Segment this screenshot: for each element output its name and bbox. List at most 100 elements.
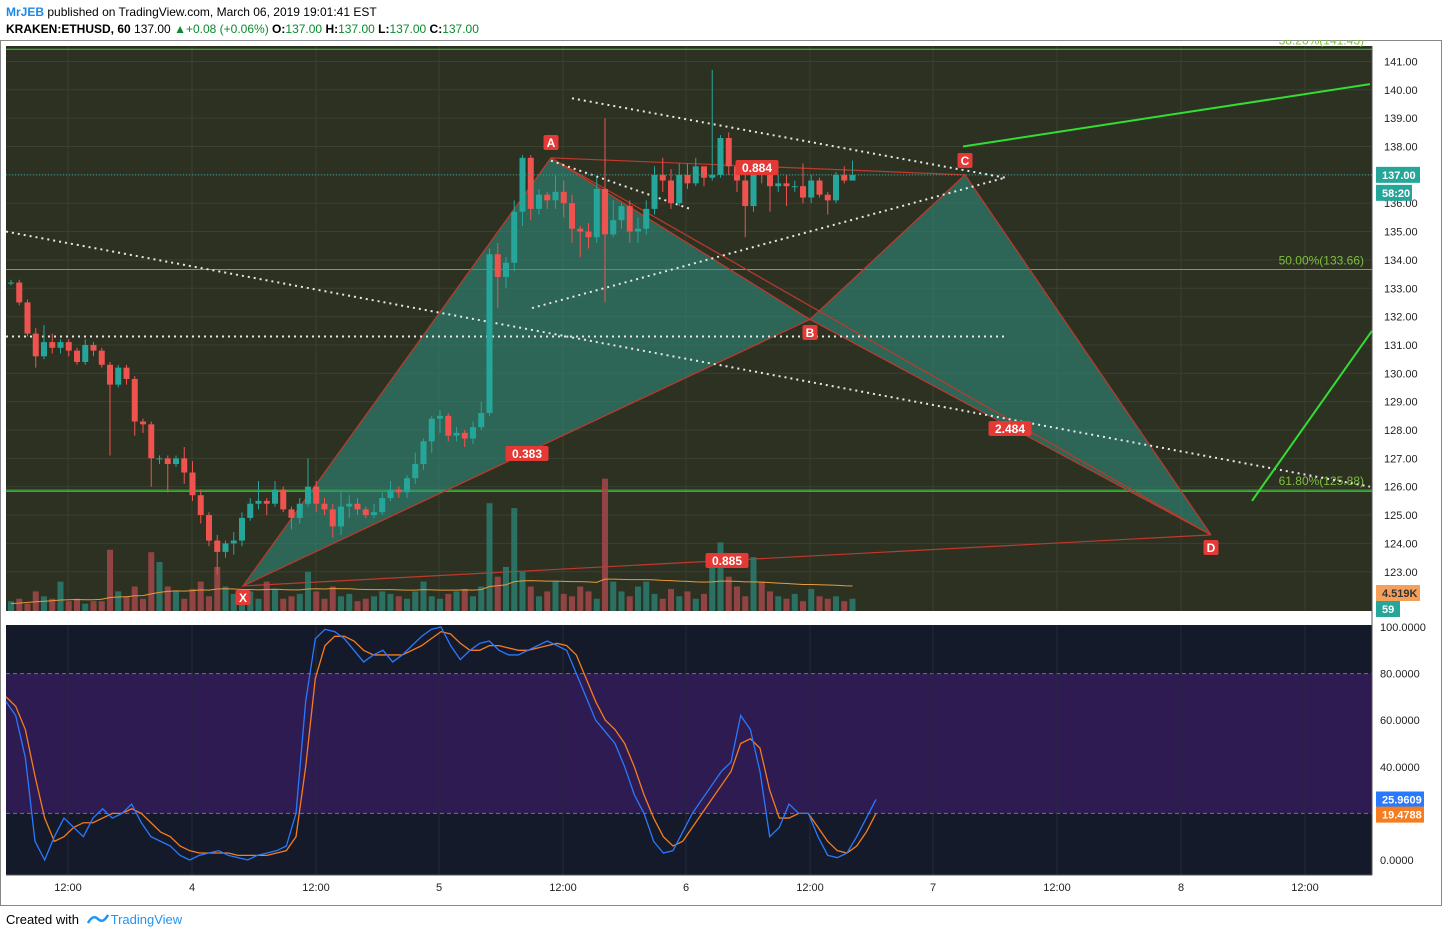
- candle-body: [24, 302, 31, 334]
- time-tick-label: 12:00: [796, 882, 824, 894]
- pattern-point-c: C: [961, 154, 970, 168]
- candle-body: [593, 189, 600, 238]
- candle-body: [321, 503, 328, 510]
- pattern-ratio-label: 2.484: [995, 422, 1025, 436]
- candle-body: [849, 174, 856, 181]
- volume-bar: [692, 598, 699, 611]
- volume-bar: [610, 581, 617, 611]
- candle-body: [569, 203, 575, 229]
- volume-bar: [684, 591, 691, 611]
- volume-bar: [24, 603, 31, 611]
- pattern-point-c-tag: [957, 153, 973, 168]
- candle-body: [494, 254, 501, 277]
- volume-bar: [519, 571, 526, 611]
- tradingview-brand[interactable]: TradingView: [110, 912, 183, 927]
- volume-bar: [148, 552, 155, 611]
- volume-bar: [486, 503, 493, 611]
- volume-bar: [255, 598, 262, 611]
- volume-bar: [709, 562, 716, 611]
- candle-body: [478, 412, 485, 428]
- chart-canvas[interactable]: 141.00 140.00 139.00 138.00 137.00 136.00 135.…: [0, 40, 1442, 906]
- volume-bar: [16, 598, 23, 611]
- oscillator-band: [6, 673, 1372, 814]
- candle-body: [296, 503, 303, 518]
- volume-bar: [791, 593, 798, 611]
- volume-bar: [98, 601, 105, 611]
- candle-body: [395, 489, 402, 493]
- price-tick-label: 124.00: [1384, 538, 1418, 550]
- volume-bar: [272, 588, 278, 611]
- candle-body: [329, 509, 336, 527]
- volume-bar: [387, 593, 394, 611]
- author-name[interactable]: MrJEB: [6, 5, 45, 19]
- candle-body: [709, 174, 716, 178]
- volume-bar: [57, 581, 64, 611]
- candle-body: [90, 344, 97, 351]
- volume-bar: [544, 591, 551, 611]
- volume-ma-line: [10, 578, 853, 605]
- countdown-tag-bg: [1376, 184, 1412, 201]
- volume-bar: [346, 593, 353, 611]
- candle-body: [692, 166, 699, 184]
- pattern-ratio-label-tag: [705, 553, 749, 568]
- fib-level-label: 50.00%(133.66): [1279, 254, 1364, 268]
- candle-body: [503, 262, 509, 277]
- tradingview-logo-icon[interactable]: [86, 913, 109, 928]
- oscillator-tick-label: 0.0000: [1380, 855, 1414, 867]
- candle-body: [428, 418, 435, 442]
- volume-bar: [263, 581, 270, 611]
- stoch-k-tag-bg: [1376, 791, 1424, 808]
- candle-body: [197, 495, 204, 516]
- volume-bar: [461, 588, 468, 611]
- volume-bar: [494, 576, 501, 611]
- volume-bar: [41, 596, 47, 611]
- candle-body: [659, 174, 666, 181]
- candle-body: [841, 174, 848, 181]
- fib-level-label: 38.20%(141.43): [1279, 40, 1364, 47]
- volume-bar: [90, 601, 97, 611]
- volume-bar: [74, 598, 80, 611]
- volume-bar: [379, 591, 386, 611]
- volume-bar: [527, 586, 534, 611]
- volume-bar: [164, 586, 171, 611]
- candle-body: [833, 174, 839, 201]
- volume-bar: [404, 598, 410, 611]
- volume-bar: [750, 557, 757, 611]
- price-tick-label: 133.00: [1384, 283, 1418, 295]
- last-price: 137.00: [134, 22, 171, 36]
- volume-bar: [321, 598, 328, 611]
- candle-body: [140, 421, 146, 425]
- stoch-d-tag-bg: [1376, 806, 1424, 823]
- time-tick-label: 12:00: [1043, 882, 1071, 894]
- volume-bar: [503, 566, 509, 611]
- candle-body: [74, 350, 80, 362]
- stoch-d-line: [5, 630, 877, 856]
- candle-body: [701, 166, 707, 178]
- candle-body: [313, 486, 320, 504]
- volume-avg-tag: 4.519K: [1382, 588, 1418, 600]
- volume-bar: [329, 586, 336, 611]
- candle-body: [280, 489, 287, 510]
- close-label: C:: [429, 22, 443, 36]
- stoch-d-tag: 19.4788: [1382, 810, 1422, 822]
- publish-info: published on TradingView.com, March 06, …: [47, 5, 377, 19]
- volume-bar: [808, 588, 815, 611]
- volume-bar: [296, 593, 303, 611]
- candle-body: [668, 180, 674, 204]
- time-tick-label: 8: [1178, 882, 1184, 894]
- candle-body: [552, 191, 559, 201]
- volume-bar: [643, 581, 650, 611]
- stoch-k-line: [5, 626, 877, 862]
- volume-bar: [676, 596, 683, 611]
- volume-bar: [8, 601, 14, 611]
- volume-bar: [354, 601, 361, 611]
- footer: Created with TradingView: [6, 912, 182, 928]
- volume-bar: [701, 593, 707, 611]
- volume-bar: [734, 586, 740, 611]
- candle-body: [57, 342, 64, 348]
- candle-body: [354, 503, 361, 510]
- candle-body: [123, 367, 130, 379]
- trend-line-upper: [571, 97, 1006, 179]
- volume-bar: [453, 591, 460, 611]
- price-tick-label: 139.00: [1384, 113, 1418, 125]
